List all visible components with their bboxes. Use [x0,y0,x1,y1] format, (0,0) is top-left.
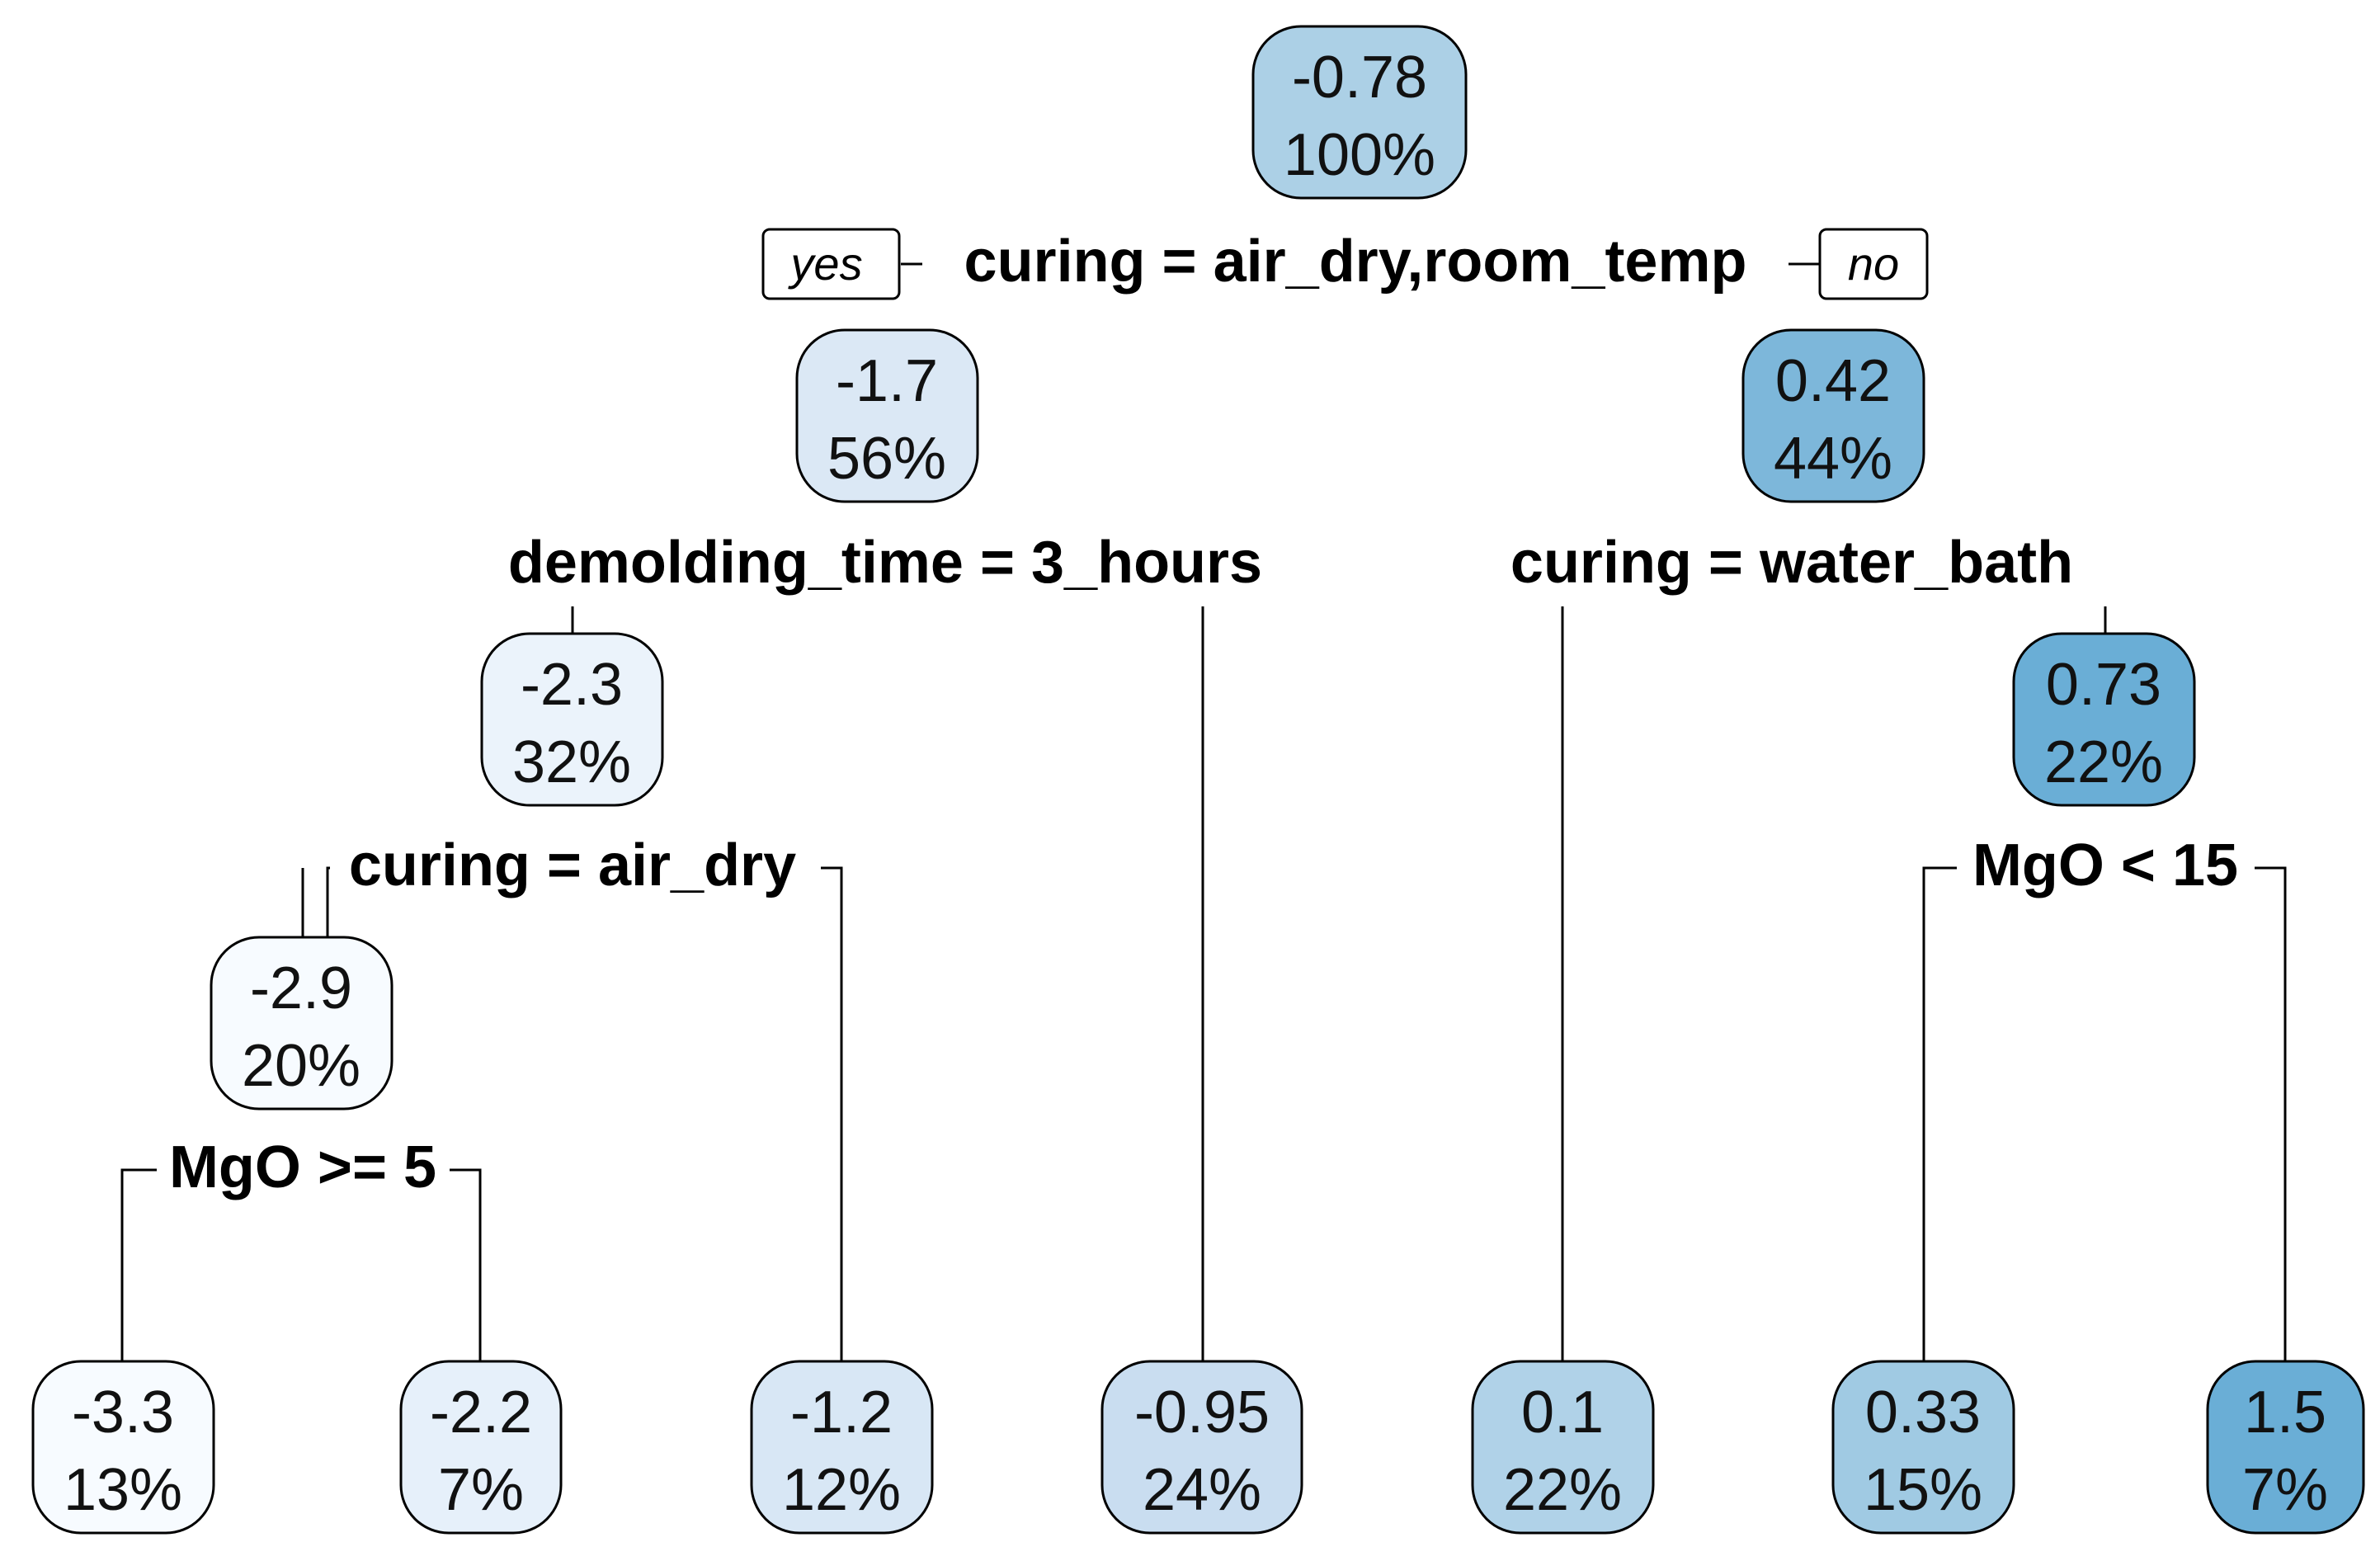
node-percent-l4: 24% [1143,1457,1261,1523]
edge-n8-to-l1 [120,1168,157,1361]
node-box-n2 [795,328,979,503]
node-percent-l7: 7% [2242,1457,2328,1523]
node-box-root [1251,25,1468,200]
split-label-background [502,530,1268,596]
node-value-l5: 0.1 [1521,1379,1604,1445]
node-percent-l3: 12% [782,1457,901,1523]
edge-n4-to-l3 [821,866,843,1361]
split-labels: curing = air_dry,room_temp demolding_tim… [163,229,2244,1200]
node-value-l7: 1.5 [2244,1379,2326,1445]
node-box-n4 [480,632,664,807]
node-value-n7: 0.73 [2046,652,2161,718]
node-box-l4 [1100,1360,1303,1535]
node-percent-n2: 56% [827,426,946,492]
node-box-l5 [1471,1360,1655,1535]
node-value-l1: -3.3 [72,1379,174,1445]
node-value-n4: -2.3 [521,652,623,718]
split-label-s6: MgO >= 5 [169,1134,436,1200]
node-percent-l6: 15% [1864,1457,1982,1523]
node-percent-n3: 44% [1774,426,1892,492]
split-label-background [163,1134,442,1200]
node-percent-l1: 13% [64,1457,182,1523]
node-box-n3 [1741,328,1925,503]
node-value-l6: 0.33 [1865,1379,1981,1445]
split-label-background [343,832,802,898]
node-percent-l5: 22% [1503,1457,1622,1523]
node-value-n8: -2.9 [250,955,352,1021]
edge-n4-to-n8 [326,866,330,937]
node-value-l2: -2.2 [430,1379,532,1445]
node-box-n7 [2012,632,2196,807]
node-box-l6 [1831,1360,2015,1535]
node-percent-root: 100% [1284,122,1435,188]
split-label-s5: MgO < 15 [1972,832,2238,898]
node-box-l3 [750,1360,934,1535]
node-percent-l2: 7% [438,1457,524,1523]
split-label-s3: curing = water_bath [1510,530,2073,596]
node-box-n8 [210,936,394,1111]
node-box-l1 [31,1360,215,1535]
node-box-l2 [399,1360,563,1535]
node-value-n2: -1.7 [836,348,938,414]
edge-n7-to-l7 [2255,866,2287,1361]
yes-label-box [761,228,901,300]
edge-n8-to-l2 [450,1168,482,1361]
split-label-background [1505,530,2079,596]
node-value-root: -0.78 [1292,45,1427,111]
no-label-group: no [1818,228,1929,300]
split-label-background [959,229,1752,295]
tree-nodes: -0.78 100% -1.7 56% 0.42 44% -2.3 32% 0.… [31,25,2365,1535]
node-box-l7 [2206,1360,2365,1535]
node-value-n3: 0.42 [1775,348,1891,414]
no-label: no [1848,238,1899,290]
split-label-background [1967,832,2244,898]
node-percent-n4: 32% [512,729,631,795]
no-label-box [1818,228,1929,300]
split-label-s1: curing = air_dry,room_temp [964,229,1747,295]
edge-n7-to-l6 [1922,866,1957,1361]
node-percent-n7: 22% [2044,729,2163,795]
tree-edges [120,262,2287,1361]
split-label-s2: demolding_time = 3_hours [508,530,1262,596]
yes-label: yes [787,238,862,290]
node-value-l3: -1.2 [790,1379,893,1445]
yes-label-group: yes [761,228,901,300]
split-label-s4: curing = air_dry [349,832,796,898]
node-percent-n8: 20% [242,1033,361,1099]
node-value-l4: -0.95 [1134,1379,1270,1445]
